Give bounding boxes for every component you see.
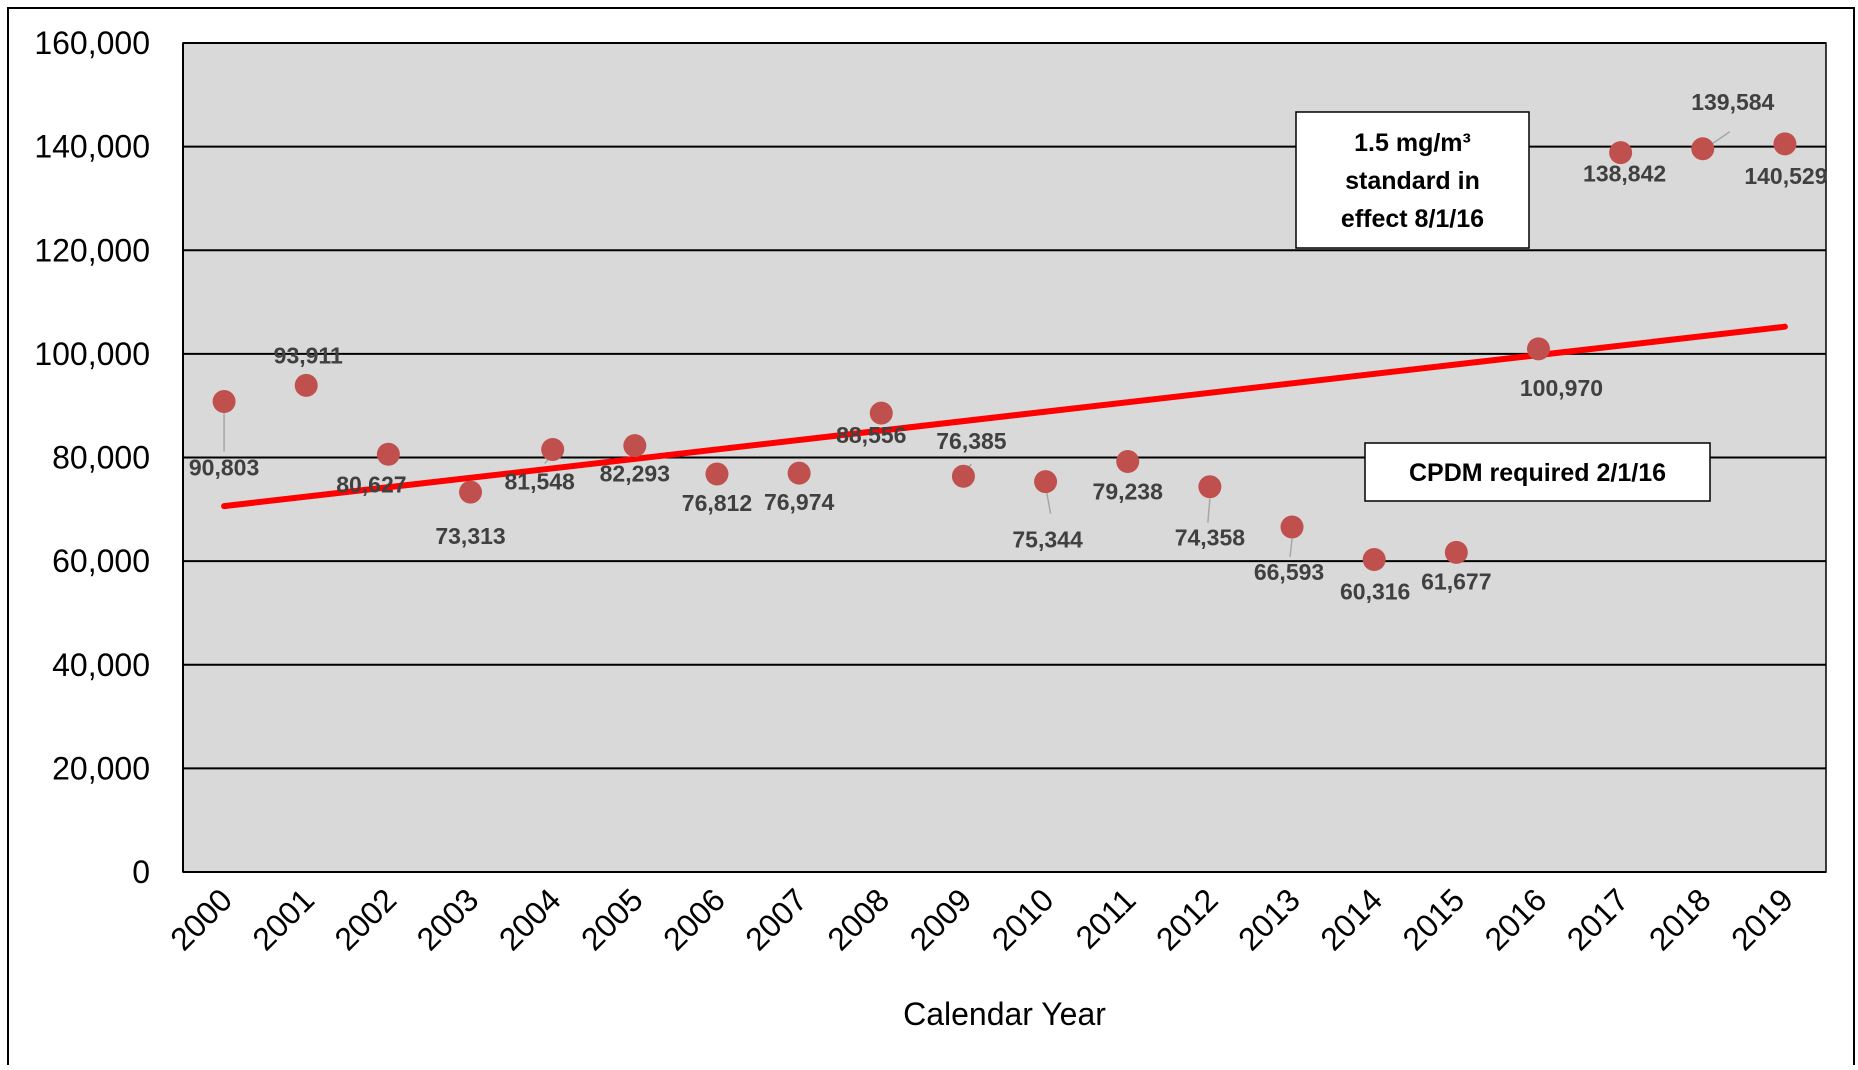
leader-line bbox=[1045, 491, 1052, 514]
data-label: 100,970 bbox=[1520, 375, 1603, 401]
annotation-box: CPDM required 2/1/16 bbox=[1364, 442, 1711, 502]
data-label: 81,548 bbox=[504, 468, 575, 494]
y-tick-label: 20,000 bbox=[52, 750, 150, 786]
data-label: 74,358 bbox=[1175, 525, 1246, 551]
y-tick-label: 0 bbox=[132, 854, 150, 890]
y-tick-label: 140,000 bbox=[34, 129, 150, 165]
y-tick-label: 40,000 bbox=[52, 647, 150, 683]
data-label: 73,313 bbox=[435, 523, 505, 549]
data-point bbox=[1362, 547, 1386, 571]
data-point bbox=[1691, 137, 1715, 161]
data-label: 82,293 bbox=[600, 461, 670, 487]
leader-line bbox=[1207, 498, 1211, 523]
y-tick-label: 100,000 bbox=[34, 336, 150, 372]
x-axis-title: Calendar Year bbox=[903, 996, 1106, 1032]
data-label: 60,316 bbox=[1340, 578, 1410, 604]
data-point bbox=[1444, 540, 1468, 564]
y-tick-label: 60,000 bbox=[52, 543, 150, 579]
annotation-line: effect 8/1/16 bbox=[1341, 205, 1484, 233]
data-label: 76,974 bbox=[764, 489, 835, 515]
data-label: 139,584 bbox=[1691, 89, 1774, 115]
data-point bbox=[1034, 470, 1058, 494]
data-point bbox=[1609, 141, 1633, 165]
annotation-line: standard in bbox=[1345, 167, 1480, 195]
annotation-box: 1.5 mg/m³ standard in effect 8/1/16 bbox=[1295, 111, 1530, 249]
data-label: 76,385 bbox=[936, 428, 1007, 454]
data-point bbox=[787, 461, 811, 485]
data-point bbox=[459, 480, 483, 504]
data-point bbox=[1198, 475, 1222, 499]
data-label: 66,593 bbox=[1254, 559, 1324, 585]
data-label: 80,627 bbox=[336, 471, 406, 497]
data-point bbox=[869, 401, 893, 425]
data-point bbox=[1116, 449, 1140, 473]
annotation-line: CPDM required 2/1/16 bbox=[1409, 459, 1666, 487]
data-label: 90,803 bbox=[189, 455, 259, 481]
leader-line bbox=[1710, 131, 1731, 146]
data-point bbox=[951, 464, 975, 488]
data-label: 140,529 bbox=[1744, 163, 1827, 189]
data-label: 138,842 bbox=[1583, 161, 1666, 187]
data-point bbox=[1773, 132, 1797, 156]
trendline bbox=[221, 323, 1788, 510]
gridlines bbox=[182, 42, 1826, 873]
data-point bbox=[1526, 337, 1550, 361]
y-tick-label: 120,000 bbox=[34, 232, 150, 268]
data-point bbox=[376, 442, 400, 466]
data-label: 79,238 bbox=[1093, 478, 1164, 504]
data-point bbox=[294, 373, 318, 397]
data-label: 76,812 bbox=[682, 490, 752, 516]
y-tick-label: 160,000 bbox=[34, 25, 150, 61]
annotation-border bbox=[1295, 111, 1530, 249]
data-points bbox=[212, 132, 1797, 571]
data-point bbox=[705, 462, 729, 486]
annotation-border bbox=[1364, 442, 1711, 502]
leader-line bbox=[1289, 538, 1293, 558]
y-tick-label: 80,000 bbox=[52, 440, 150, 476]
data-labels: 90,803 93,911 80,627 73,313 81,548 82,293 76,8… bbox=[189, 89, 1828, 605]
y-axis-ticks: 0 20,000 40,000 60,000 80,000 100,000 120,000 1… bbox=[34, 25, 150, 890]
data-point bbox=[623, 434, 647, 458]
data-point bbox=[541, 437, 565, 461]
annotation-line: 1.5 mg/m³ bbox=[1354, 129, 1471, 157]
data-label: 75,344 bbox=[1012, 527, 1083, 553]
data-label: 88,556 bbox=[836, 422, 906, 448]
data-label: 93,911 bbox=[274, 342, 343, 368]
annotations: 1.5 mg/m³ standard in effect 8/1/16 CPDM re… bbox=[1295, 111, 1711, 502]
data-point bbox=[212, 390, 236, 414]
data-label: 61,677 bbox=[1421, 568, 1491, 594]
data-point bbox=[1280, 515, 1304, 539]
trendline-group bbox=[221, 323, 1788, 510]
